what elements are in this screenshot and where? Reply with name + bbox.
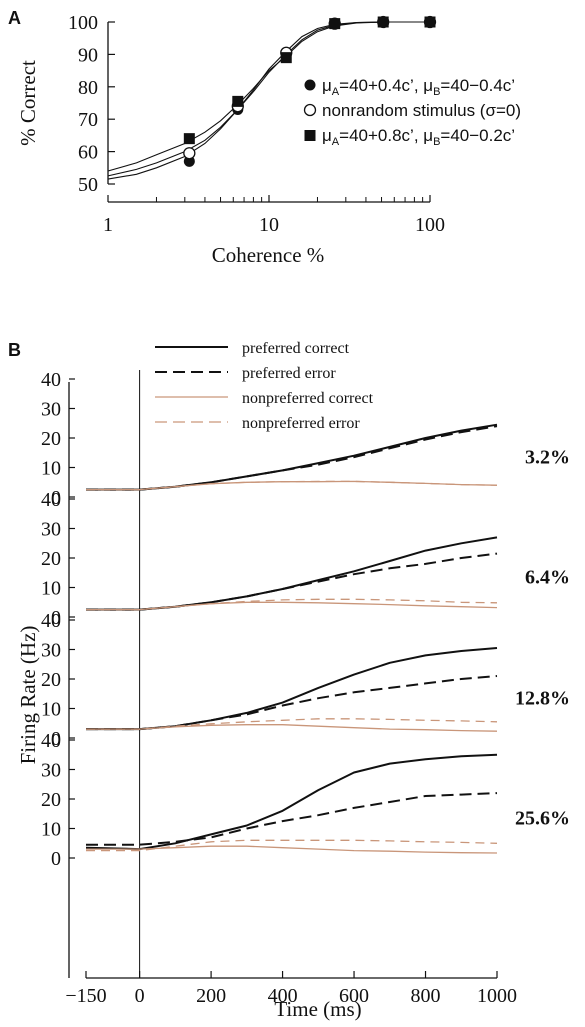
panel-b-y-tick-label: 10 (41, 458, 61, 480)
panel-b-series-line (85, 753, 498, 851)
panel-a-y-tick-label: 60 (78, 142, 98, 164)
panel-b-x-tick-label: 1000 (477, 985, 517, 1007)
panel-b-legend-label: preferred error (242, 365, 336, 382)
panel-b-y-tick-label: 20 (41, 669, 61, 691)
panel-b-y-tick-label: 40 (41, 730, 61, 752)
panel-b-y-tick-label: 30 (41, 399, 61, 421)
panel-b-series-line (86, 647, 498, 731)
legend-a-row2: nonrandom stimulus (σ=0) (322, 101, 521, 120)
panel-b-series-line (86, 536, 498, 611)
panel-b-coherence-label: 25.6% (515, 808, 570, 830)
panel-b-y-tick-label: 0 (51, 607, 61, 629)
panel-b-chart: Firing Rate (Hz) Time (ms) 0 10 20 30 40 3.2%… (16, 340, 570, 1021)
panel-b-x-tick-label: 200 (196, 985, 226, 1007)
legend-filled-circle-marker (304, 79, 316, 91)
panel-b-y-tick-label: 40 (41, 369, 61, 391)
legend-filled-square-marker (304, 130, 316, 141)
panel-b-y-tick-label: 20 (41, 789, 61, 811)
panel-a-fit-curve (107, 21, 430, 177)
panel-b-series-line (86, 839, 498, 852)
panel-b-series-line (86, 598, 498, 611)
panel-b-y-tick-label: 40 (41, 489, 61, 511)
panel-a-fit-curve (107, 21, 430, 172)
panel-b-y-tick-label: 0 (51, 487, 61, 509)
panel-b-y-tick-label: 10 (41, 819, 61, 841)
panel-a-x-tick-label: 1 (103, 214, 113, 236)
panel-b-legend-label: nonpreferred correct (242, 390, 374, 407)
panel-a-point-filled-square (280, 52, 292, 64)
panel-b-coherence-label: 12.8% (515, 688, 570, 710)
panel-b-y-tick-label: 40 (41, 610, 61, 632)
panel-b-x-tick-label: 600 (339, 985, 369, 1007)
panel-a-y-tick-label: 50 (78, 174, 98, 196)
panel-b-series-line (86, 792, 498, 846)
panel-a-y-title: % Correct (16, 60, 40, 146)
panel-a-point-filled-square (377, 16, 389, 28)
legend-a-row1: μA=40+0.4c’, μB=40−0.4c’ (322, 76, 515, 98)
panel-a-point-filled-square (183, 133, 195, 145)
panel-b-x-tick-label: −150 (65, 985, 106, 1007)
panel-b-y-tick-label: 20 (41, 548, 61, 570)
panel-a-y-tick-label: 90 (78, 44, 98, 66)
panel-b-series-line (86, 480, 498, 491)
panel-b-legend-label: preferred correct (242, 340, 350, 357)
panel-b-y-tick-label: 30 (41, 640, 61, 662)
panel-a-letter: A (8, 8, 21, 28)
panel-b-series-line (86, 423, 498, 491)
panel-a-point-filled-square (329, 18, 341, 30)
legend-a-row3: μA=40+0.8c’, μB=40−0.2c’ (322, 126, 515, 148)
panel-b-x-tick-label: 800 (411, 985, 441, 1007)
panel-a-point-filled-square (424, 16, 436, 28)
panel-b-y-tick-label: 10 (41, 578, 61, 600)
panel-a-x-tick-label: 10 (259, 214, 279, 236)
panel-a-legend: μA=40+0.4c’, μB=40−0.4c’ nonrandom stimu… (303, 76, 521, 148)
panel-b-letter: B (8, 340, 21, 360)
panel-b-series-line (86, 718, 498, 730)
legend-open-circle-marker (303, 103, 317, 117)
panel-b-y-tick-label: 30 (41, 760, 61, 782)
panel-b-coherence-label: 6.4% (525, 567, 570, 589)
panel-b-x-tick-label: 400 (268, 985, 298, 1007)
panel-a-x-tick-label: 100 (415, 214, 445, 236)
panel-a-x-title: Coherence % (212, 243, 325, 267)
panel-b-x-title: Time (ms) (274, 997, 361, 1021)
panel-b-coherence-label: 3.2% (525, 447, 570, 469)
panel-a-point-filled-square (232, 95, 244, 107)
panel-b-legend-label: nonpreferred error (242, 415, 360, 432)
panel-a-y-tick-label: 80 (78, 77, 98, 99)
panel-b-y-tick-label: 0 (51, 728, 61, 750)
panel-b-legend: preferred correct preferred error nonprefe… (155, 340, 374, 432)
panel-b-x-tick-label: 0 (135, 985, 145, 1007)
panel-b-y-tick-label: 10 (41, 699, 61, 721)
panel-a-y-tick-label: 70 (78, 109, 98, 131)
panel-a-point-open-circle (183, 147, 196, 160)
panel-b-y-tick-label: 0 (51, 848, 61, 870)
panel-b-series-line (86, 845, 498, 854)
panel-b-series-line (86, 675, 498, 731)
panel-a-y-tick-label: 100 (68, 12, 98, 34)
panel-b-y-title: Firing Rate (Hz) (16, 626, 40, 765)
panel-b-y-tick-label: 30 (41, 519, 61, 541)
panel-b-y-tick-label: 20 (41, 428, 61, 450)
